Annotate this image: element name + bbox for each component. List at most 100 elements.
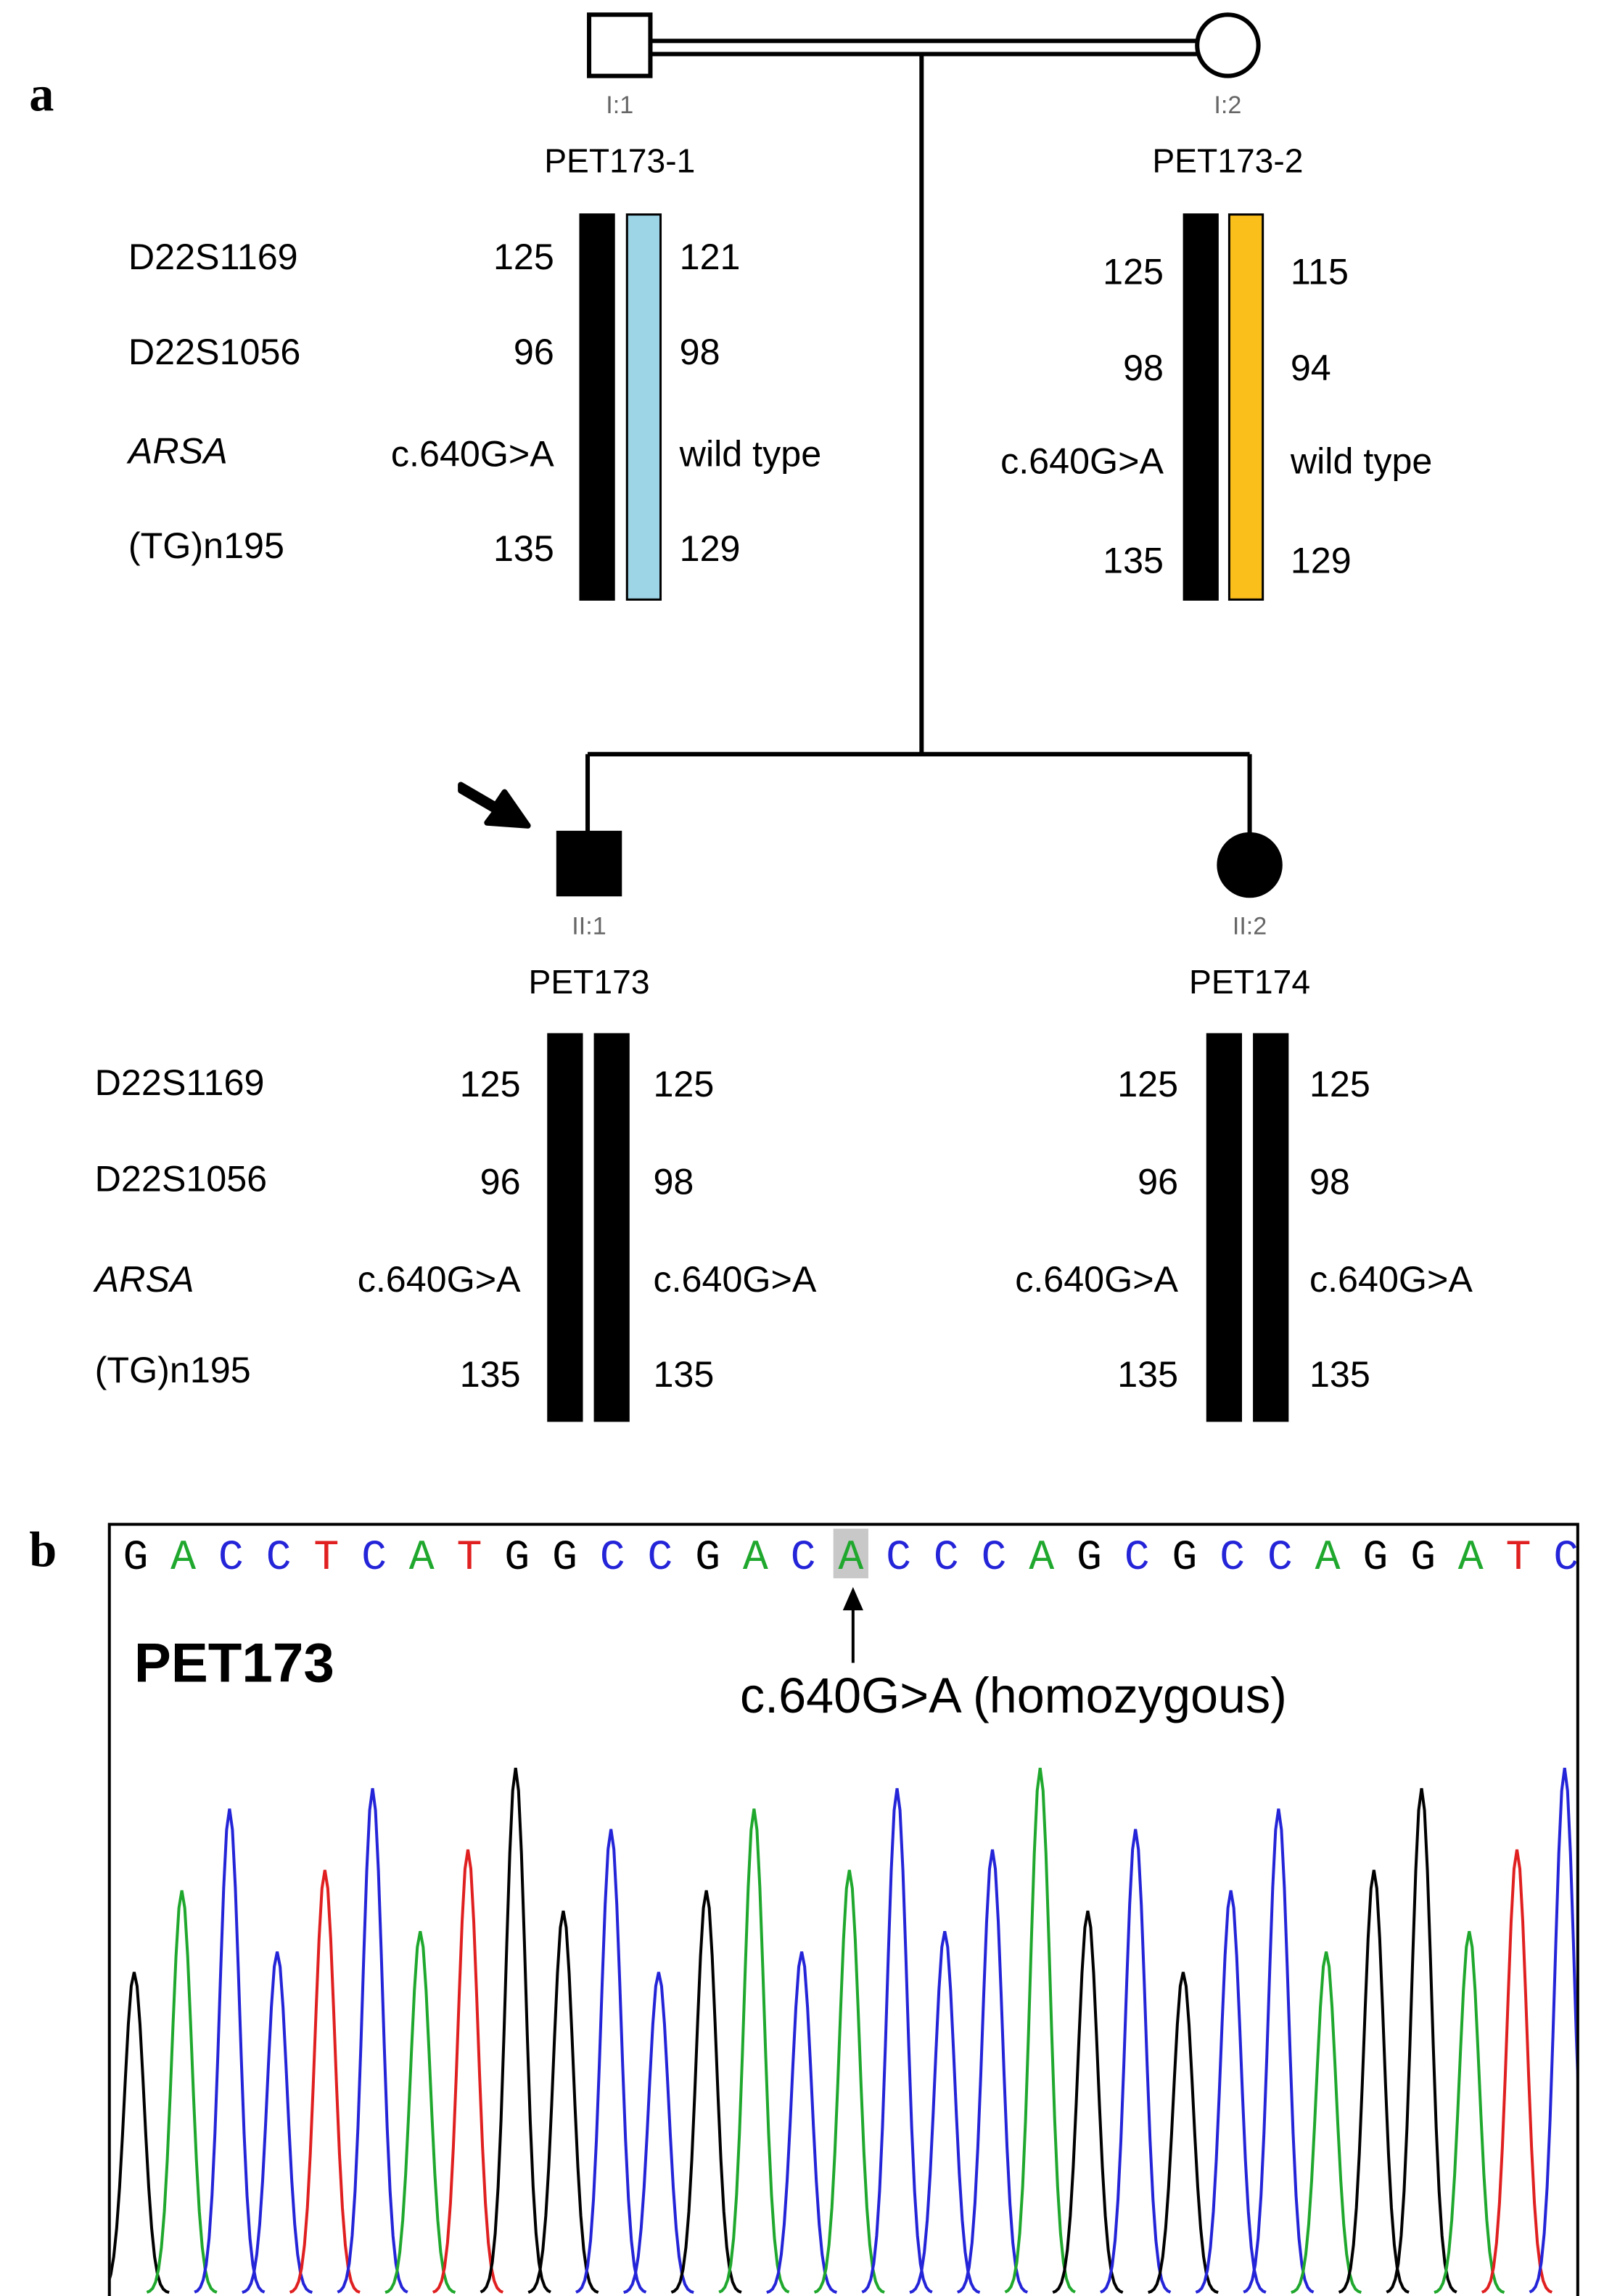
trace-peak bbox=[1386, 1788, 1457, 2294]
marker-name: D22S1169 bbox=[128, 237, 298, 277]
allele: 135 bbox=[1103, 540, 1164, 581]
trace-peak bbox=[861, 1788, 933, 2294]
allele: wild type bbox=[679, 434, 822, 475]
allele: 125 bbox=[460, 1064, 521, 1104]
individual-name: PET174 bbox=[1189, 963, 1310, 1001]
base-call: C bbox=[791, 1533, 816, 1582]
base-call: G bbox=[1172, 1533, 1197, 1582]
allele: 135 bbox=[1117, 1354, 1178, 1395]
trace-peak bbox=[1529, 1767, 1576, 2294]
annotation-arrowhead bbox=[842, 1587, 863, 1611]
allele: 135 bbox=[493, 528, 554, 569]
proband-arrow bbox=[458, 782, 531, 829]
trace-peak bbox=[1100, 1829, 1172, 2294]
haplotype-bar bbox=[1206, 1033, 1243, 1422]
base-call: A bbox=[409, 1533, 435, 1582]
base-call: T bbox=[1506, 1533, 1531, 1582]
base-call: G bbox=[552, 1533, 577, 1582]
marker-name: (TG)n195 bbox=[95, 1350, 251, 1390]
allele: 135 bbox=[460, 1354, 521, 1395]
allele: c.640G>A bbox=[358, 1259, 521, 1300]
base-call: A bbox=[838, 1533, 863, 1582]
pedigree-lines bbox=[585, 38, 1252, 833]
allele: 135 bbox=[653, 1354, 714, 1395]
base-call: A bbox=[170, 1533, 196, 1582]
base-call: C bbox=[982, 1533, 1007, 1582]
male-symbol bbox=[587, 12, 653, 78]
base-call: C bbox=[886, 1533, 911, 1582]
base-call: C bbox=[1267, 1533, 1293, 1582]
allele: 96 bbox=[480, 1162, 521, 1202]
haplotype-bar bbox=[625, 213, 662, 601]
base-call: C bbox=[1553, 1533, 1579, 1582]
individual-id: I:2 bbox=[1214, 91, 1241, 119]
allele: 94 bbox=[1291, 348, 1331, 388]
individual-id: II:2 bbox=[1233, 913, 1267, 940]
allele: 96 bbox=[514, 332, 554, 372]
base-call: G bbox=[123, 1533, 148, 1582]
marker-name: D22S1056 bbox=[95, 1159, 268, 1200]
sample-label: PET173 bbox=[134, 1633, 334, 1694]
male-symbol bbox=[556, 830, 622, 897]
allele: c.640G>A bbox=[1000, 441, 1164, 482]
female-symbol bbox=[1217, 832, 1283, 898]
marker-name: ARSA bbox=[93, 1259, 194, 1300]
allele: wild type bbox=[1290, 441, 1433, 482]
trace-peak bbox=[480, 1767, 551, 2294]
haplotype-bar bbox=[1253, 1033, 1289, 1422]
allele: 129 bbox=[1291, 540, 1352, 581]
haplotype-bar bbox=[547, 1033, 583, 1422]
allele: 121 bbox=[680, 237, 741, 277]
base-call: T bbox=[457, 1533, 482, 1582]
allele: 129 bbox=[680, 528, 741, 569]
panel-label: b bbox=[29, 1522, 57, 1577]
trace-peak bbox=[337, 1788, 408, 2294]
allele: 135 bbox=[1309, 1354, 1370, 1395]
trace-peak bbox=[1243, 1808, 1315, 2294]
base-call: C bbox=[1124, 1533, 1150, 1582]
marker-name: (TG)n195 bbox=[128, 525, 284, 566]
allele: 98 bbox=[680, 332, 720, 372]
marker-name: D22S1056 bbox=[128, 332, 301, 372]
base-call: C bbox=[361, 1533, 387, 1582]
trace-peak bbox=[575, 1829, 647, 2294]
allele: 98 bbox=[1123, 348, 1164, 388]
individual-name: PET173-1 bbox=[544, 142, 695, 179]
base-call: C bbox=[218, 1533, 244, 1582]
panel-label: a bbox=[29, 66, 54, 121]
individual-id: II:1 bbox=[572, 913, 606, 940]
trace-peak bbox=[194, 1808, 266, 2294]
base-call: G bbox=[1077, 1533, 1102, 1582]
allele: 125 bbox=[1103, 251, 1164, 292]
allele: c.640G>A bbox=[1015, 1259, 1178, 1300]
base-call: T bbox=[313, 1533, 339, 1582]
allele: 125 bbox=[653, 1064, 714, 1104]
haplotype-bar bbox=[593, 1033, 630, 1422]
allele: c.640G>A bbox=[1309, 1259, 1473, 1300]
chromatogram-frame bbox=[107, 1522, 1579, 2296]
allele: 96 bbox=[1138, 1162, 1178, 1202]
base-call: A bbox=[1029, 1533, 1054, 1582]
allele: 115 bbox=[1291, 251, 1349, 292]
base-call: A bbox=[743, 1533, 768, 1582]
allele: 98 bbox=[1309, 1162, 1350, 1202]
base-call: G bbox=[1410, 1533, 1436, 1582]
individual-name: PET173-2 bbox=[1152, 142, 1303, 179]
allele: c.640G>A bbox=[653, 1259, 816, 1300]
female-symbol bbox=[1195, 12, 1261, 78]
trace-peak bbox=[718, 1808, 790, 2294]
trace-peak bbox=[1004, 1767, 1076, 2294]
base-call: A bbox=[1315, 1533, 1341, 1582]
individual-id: I:1 bbox=[606, 91, 633, 119]
allele: 125 bbox=[1309, 1064, 1370, 1104]
allele: 125 bbox=[493, 237, 554, 277]
base-call: C bbox=[934, 1533, 959, 1582]
allele: 98 bbox=[653, 1162, 694, 1202]
haplotype-bar bbox=[1183, 213, 1219, 601]
base-call: C bbox=[600, 1533, 625, 1582]
base-call: G bbox=[504, 1533, 530, 1582]
haplotype-bar bbox=[579, 213, 615, 601]
haplotype-bar bbox=[1227, 213, 1264, 601]
